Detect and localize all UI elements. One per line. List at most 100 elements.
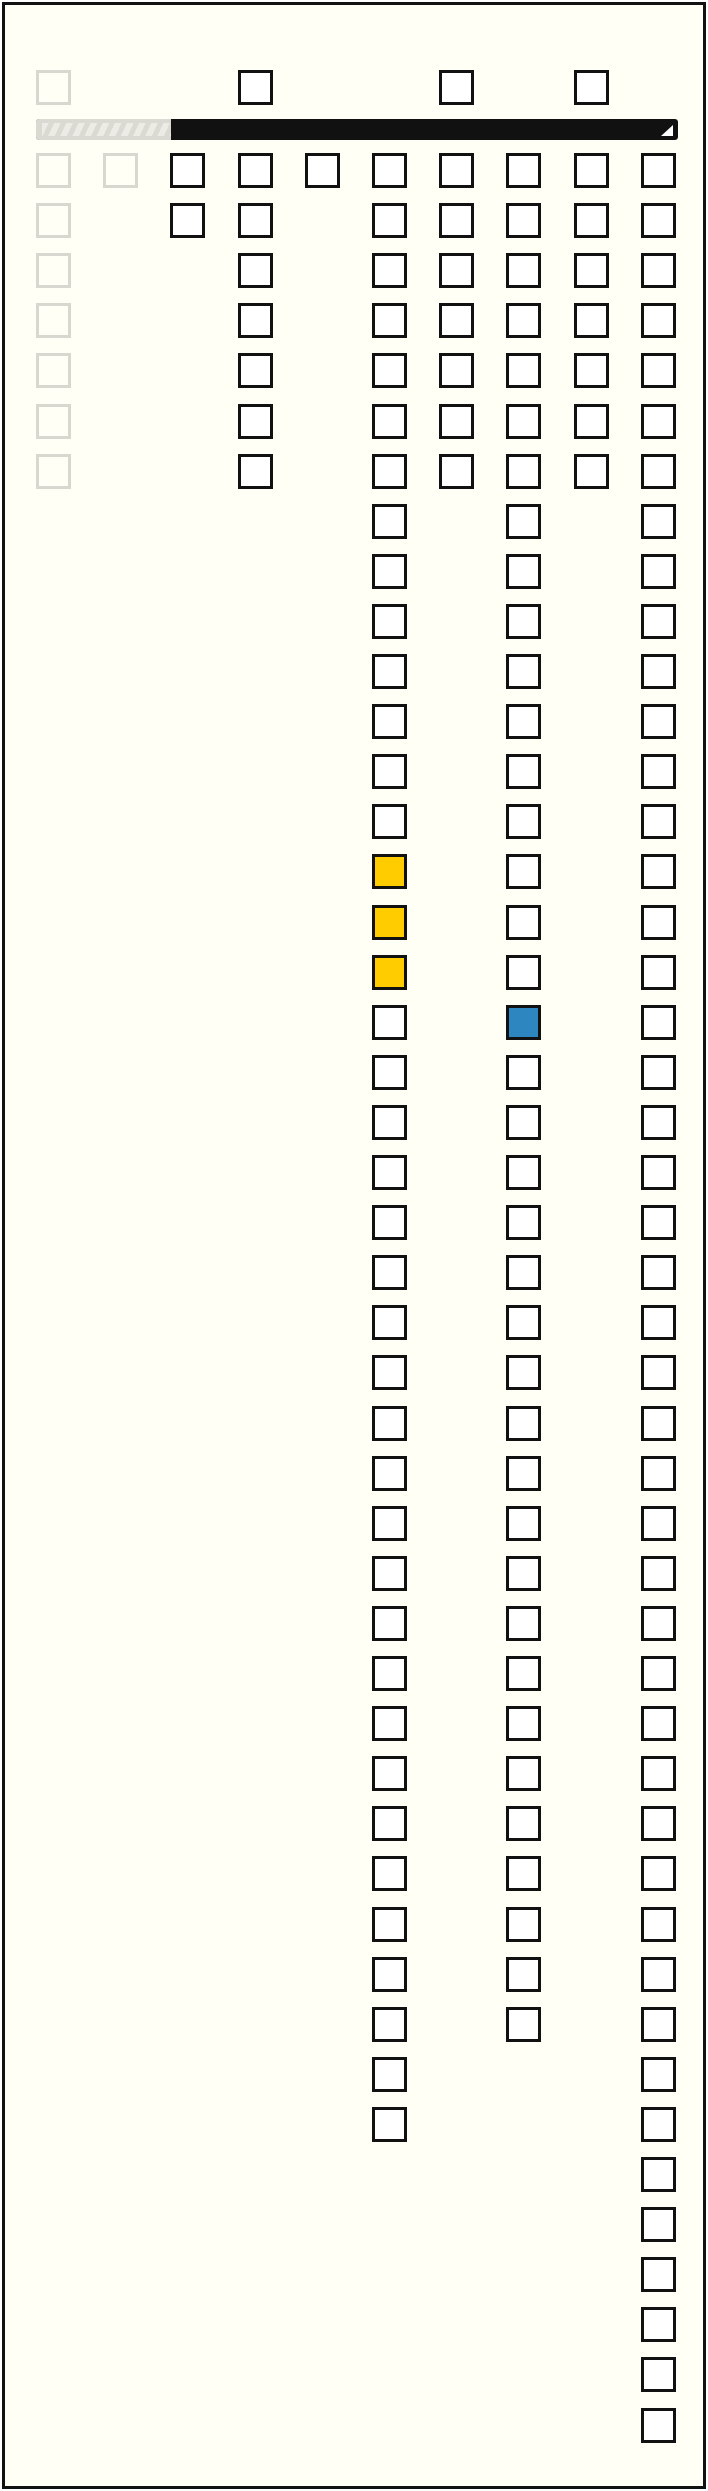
grid-cell[interactable] [641, 905, 676, 940]
grid-cell[interactable] [506, 1305, 541, 1340]
grid-cell[interactable] [641, 1606, 676, 1641]
grid-cell[interactable] [103, 153, 138, 188]
grid-cell[interactable] [641, 2307, 676, 2342]
grid-cell[interactable] [574, 404, 609, 439]
grid-cell[interactable] [439, 454, 474, 489]
grid-cell[interactable] [641, 955, 676, 990]
grid-cell[interactable] [641, 1055, 676, 1090]
grid-cell[interactable] [238, 153, 273, 188]
grid-cell[interactable] [641, 2357, 676, 2392]
grid-cell[interactable] [506, 1155, 541, 1190]
grid-cell[interactable] [439, 303, 474, 338]
grid-cell[interactable] [641, 1205, 676, 1240]
grid-cell[interactable] [574, 203, 609, 238]
grid-cell[interactable] [641, 1355, 676, 1390]
grid-cell[interactable] [238, 303, 273, 338]
grid-cell[interactable] [641, 1105, 676, 1140]
grid-cell[interactable] [506, 554, 541, 589]
grid-cell[interactable] [238, 253, 273, 288]
grid-cell[interactable] [305, 153, 340, 188]
grid-cell[interactable] [36, 353, 71, 388]
grid-cell[interactable] [506, 1606, 541, 1641]
grid-cell[interactable] [506, 454, 541, 489]
grid-cell[interactable] [36, 303, 71, 338]
grid-cell[interactable] [641, 1155, 676, 1190]
grid-cell[interactable] [641, 2007, 676, 2042]
grid-cell[interactable] [506, 253, 541, 288]
grid-cell[interactable] [372, 1706, 407, 1741]
grid-cell[interactable] [641, 353, 676, 388]
grid-cell[interactable] [506, 1706, 541, 1741]
grid-cell[interactable] [36, 203, 71, 238]
grid-cell[interactable] [506, 1406, 541, 1441]
grid-cell[interactable] [372, 1806, 407, 1841]
highlighted-cell-yellow[interactable] [372, 854, 407, 889]
grid-cell[interactable] [641, 1255, 676, 1290]
grid-cell[interactable] [506, 804, 541, 839]
highlighted-cell-blue[interactable] [506, 1005, 541, 1040]
grid-cell[interactable] [238, 404, 273, 439]
grid-cell[interactable] [372, 203, 407, 238]
grid-cell[interactable] [372, 1255, 407, 1290]
grid-cell[interactable] [506, 1205, 541, 1240]
grid-cell[interactable] [641, 1706, 676, 1741]
grid-cell[interactable] [372, 1656, 407, 1691]
grid-cell[interactable] [372, 1355, 407, 1390]
grid-cell[interactable] [506, 1355, 541, 1390]
grid-cell[interactable] [36, 153, 71, 188]
grid-cell[interactable] [641, 1957, 676, 1992]
grid-cell[interactable] [506, 1506, 541, 1541]
grid-cell[interactable] [641, 2057, 676, 2092]
grid-cell[interactable] [641, 754, 676, 789]
grid-cell[interactable] [170, 153, 205, 188]
grid-cell[interactable] [506, 153, 541, 188]
grid-cell[interactable] [641, 504, 676, 539]
grid-cell[interactable] [372, 1406, 407, 1441]
grid-cell[interactable] [641, 1556, 676, 1591]
grid-cell[interactable] [439, 404, 474, 439]
grid-cell[interactable] [641, 454, 676, 489]
grid-cell[interactable] [641, 2207, 676, 2242]
grid-cell[interactable] [372, 303, 407, 338]
grid-cell[interactable] [506, 404, 541, 439]
top-cell[interactable] [36, 70, 71, 105]
grid-cell[interactable] [641, 2257, 676, 2292]
grid-cell[interactable] [506, 303, 541, 338]
grid-cell[interactable] [641, 1656, 676, 1691]
grid-cell[interactable] [506, 654, 541, 689]
top-cell[interactable] [238, 70, 273, 105]
grid-cell[interactable] [506, 353, 541, 388]
grid-cell[interactable] [238, 353, 273, 388]
grid-cell[interactable] [372, 1957, 407, 1992]
grid-cell[interactable] [506, 1957, 541, 1992]
grid-cell[interactable] [574, 153, 609, 188]
grid-cell[interactable] [641, 303, 676, 338]
grid-cell[interactable] [372, 353, 407, 388]
grid-cell[interactable] [506, 905, 541, 940]
grid-cell[interactable] [372, 2057, 407, 2092]
grid-cell[interactable] [439, 203, 474, 238]
grid-cell[interactable] [641, 704, 676, 739]
grid-cell[interactable] [506, 1556, 541, 1591]
grid-cell[interactable] [641, 2107, 676, 2142]
grid-cell[interactable] [641, 604, 676, 639]
top-cell[interactable] [439, 70, 474, 105]
grid-cell[interactable] [506, 1456, 541, 1491]
grid-cell[interactable] [372, 804, 407, 839]
grid-cell[interactable] [372, 153, 407, 188]
grid-cell[interactable] [372, 2107, 407, 2142]
grid-cell[interactable] [641, 554, 676, 589]
grid-cell[interactable] [641, 1005, 676, 1040]
grid-cell[interactable] [372, 1105, 407, 1140]
grid-cell[interactable] [372, 1305, 407, 1340]
grid-cell[interactable] [372, 2007, 407, 2042]
grid-cell[interactable] [641, 804, 676, 839]
grid-cell[interactable] [641, 253, 676, 288]
grid-cell[interactable] [506, 1907, 541, 1942]
grid-cell[interactable] [506, 1055, 541, 1090]
grid-cell[interactable] [372, 253, 407, 288]
grid-cell[interactable] [574, 454, 609, 489]
grid-cell[interactable] [506, 504, 541, 539]
grid-cell[interactable] [574, 353, 609, 388]
grid-cell[interactable] [641, 2408, 676, 2443]
